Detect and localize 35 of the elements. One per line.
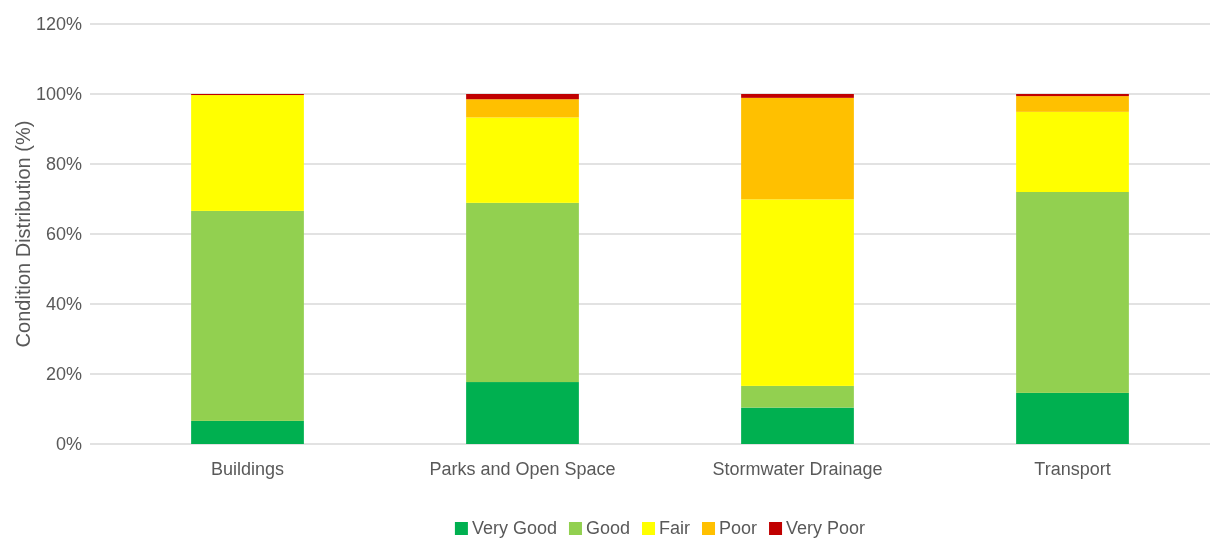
bar xyxy=(466,99,579,118)
bar xyxy=(191,420,304,444)
y-tick-label: 120% xyxy=(35,14,82,35)
bar xyxy=(741,97,854,200)
y-tick-label: 20% xyxy=(45,364,82,385)
bar xyxy=(1016,392,1129,444)
bar xyxy=(741,385,854,408)
legend-label: Good xyxy=(585,518,631,538)
y-tick-label: 100% xyxy=(35,84,82,105)
x-tick-label: Buildings xyxy=(210,458,285,479)
bar xyxy=(741,407,854,444)
legend-label: Poor xyxy=(719,518,758,538)
x-tick-label: Transport xyxy=(1034,458,1111,479)
y-tick-label: 80% xyxy=(45,154,82,175)
bar xyxy=(466,202,579,383)
legend-label: Very Good xyxy=(471,518,557,538)
y-tick-label: 40% xyxy=(45,294,82,315)
bar xyxy=(741,94,854,98)
x-tick-label: Parks and Open Space xyxy=(429,458,616,479)
bar xyxy=(1016,192,1129,393)
bar xyxy=(466,94,579,100)
bar xyxy=(1016,111,1129,192)
bar xyxy=(466,117,579,203)
legend-label: Very Poor xyxy=(786,518,866,538)
bar xyxy=(1016,96,1129,112)
y-tick-label: 60% xyxy=(45,224,82,245)
bar xyxy=(466,382,579,444)
bar xyxy=(1016,94,1129,97)
y-axis-title: Condition Distribution (%) xyxy=(12,120,34,348)
y-tick-label: 0% xyxy=(55,434,82,455)
bar xyxy=(191,95,304,211)
x-tick-label: Stormwater Drainage xyxy=(712,458,883,479)
bar xyxy=(741,199,854,386)
bar xyxy=(191,210,304,421)
legend-label: Fair xyxy=(659,518,691,538)
